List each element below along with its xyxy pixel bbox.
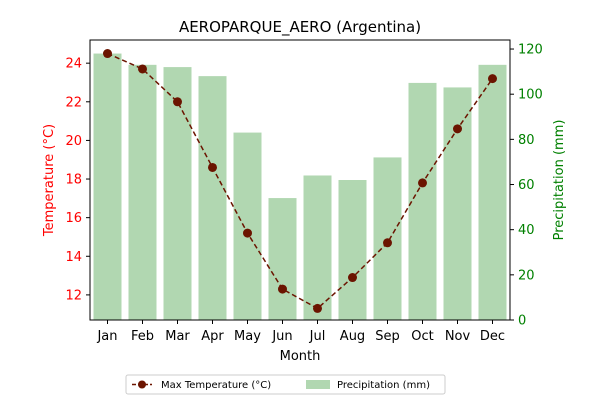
temperature-point-mar xyxy=(173,97,182,107)
temperature-point-jul xyxy=(313,303,322,313)
x-tick-label: Aug xyxy=(340,329,365,344)
y-right-tick-label: 120 xyxy=(518,43,543,58)
x-axis-label: Month xyxy=(280,349,321,364)
x-tick-label: Jul xyxy=(309,329,326,344)
temperature-point-may xyxy=(243,228,252,238)
precipitation-bar-jan xyxy=(93,53,122,320)
legend-line-label: Max Temperature (°C) xyxy=(161,380,271,391)
y-right-tick-label: 0 xyxy=(518,314,526,329)
precipitation-bar-jun xyxy=(268,198,297,320)
y-axis-left: 12 14 16 18 20 22 24 xyxy=(65,57,90,303)
y-left-tick-label: 20 xyxy=(65,134,82,149)
x-tick-label: Nov xyxy=(445,329,471,344)
x-tick-label: Jan xyxy=(96,329,117,344)
precipitation-bar-mar xyxy=(163,67,192,320)
temperature-point-oct xyxy=(418,178,427,188)
chart-title: AEROPARQUE_AERO (Argentina) xyxy=(179,18,421,37)
x-tick-label: Apr xyxy=(201,329,224,344)
precipitation-bar-nov xyxy=(443,87,472,320)
x-tick-label: Sep xyxy=(375,329,400,344)
x-tick-label: Oct xyxy=(411,329,433,344)
y-right-tick-label: 100 xyxy=(518,88,543,103)
precipitation-bar-dec xyxy=(478,64,507,320)
y-left-tick-label: 24 xyxy=(65,57,82,72)
precipitation-bar-apr xyxy=(198,76,227,321)
x-tick-label: Feb xyxy=(131,329,154,344)
x-tick-label: Mar xyxy=(165,329,190,344)
x-tick-label: May xyxy=(234,329,261,344)
y-right-tick-label: 60 xyxy=(518,178,535,193)
legend-box xyxy=(125,374,446,395)
plot-frame xyxy=(89,39,511,321)
y-left-tick-label: 18 xyxy=(65,173,82,188)
y-axis-left-label: Temperature (°C) xyxy=(42,124,57,237)
y-left-tick-label: 22 xyxy=(65,95,82,110)
temperature-point-feb xyxy=(138,64,147,74)
temperature-point-aug xyxy=(348,273,357,283)
temperature-point-apr xyxy=(208,162,217,172)
legend-bar-label: Precipitation (mm) xyxy=(337,380,430,391)
x-axis: Jan Feb Mar Apr May Jun Jul Aug Sep Oct Nov Dec xyxy=(96,320,505,344)
temperature-point-jun xyxy=(278,284,287,294)
y-right-tick-label: 80 xyxy=(518,133,535,148)
y-axis-right: 0 20 40 60 80 100 120 xyxy=(510,43,543,329)
x-tick-label: Jun xyxy=(271,329,292,344)
precipitation-bar-feb xyxy=(128,64,157,320)
legend: Max Temperature (°C) Precipitation (mm) xyxy=(125,374,446,395)
temperature-point-sep xyxy=(383,238,392,248)
y-right-tick-label: 40 xyxy=(518,223,535,238)
x-tick-label: Dec xyxy=(480,329,505,344)
precipitation-bar-may xyxy=(233,132,262,320)
legend-bar-swatch xyxy=(306,380,330,389)
precipitation-bar-aug xyxy=(338,180,367,320)
y-left-tick-label: 12 xyxy=(65,288,82,303)
precipitation-bars xyxy=(93,53,507,321)
y-left-tick-label: 14 xyxy=(65,250,82,265)
y-axis-right-label: Precipitation (mm) xyxy=(552,120,567,241)
temperature-line-path xyxy=(107,52,494,310)
y-right-tick-label: 20 xyxy=(518,268,535,283)
temperature-point-jan xyxy=(103,49,112,59)
temperature-line xyxy=(103,49,497,313)
temperature-point-dec xyxy=(488,74,497,84)
temperature-point-nov xyxy=(453,124,462,134)
precipitation-bar-jul xyxy=(303,175,332,320)
legend-line-marker xyxy=(138,380,146,389)
y-left-tick-label: 16 xyxy=(65,211,82,226)
precipitation-bar-oct xyxy=(408,82,437,320)
